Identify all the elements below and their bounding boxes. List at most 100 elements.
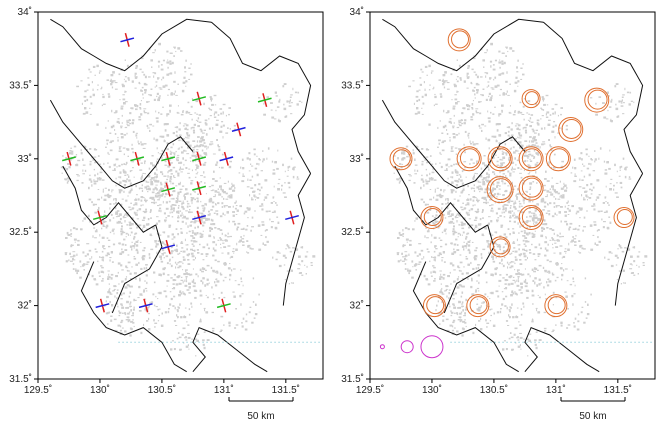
land-speckle bbox=[545, 212, 548, 214]
land-speckle bbox=[564, 211, 567, 213]
land-speckle bbox=[221, 121, 224, 123]
land-speckle bbox=[494, 193, 497, 195]
land-speckle bbox=[473, 174, 475, 177]
land-speckle bbox=[177, 275, 180, 279]
land-speckle bbox=[202, 246, 206, 249]
land-speckle bbox=[203, 176, 206, 178]
land-speckle bbox=[492, 64, 495, 66]
land-speckle bbox=[445, 198, 447, 201]
land-speckle bbox=[209, 198, 213, 202]
land-speckle bbox=[229, 160, 232, 163]
land-speckle bbox=[502, 173, 505, 175]
land-speckle bbox=[240, 166, 242, 169]
land-speckle bbox=[173, 189, 176, 193]
land-speckle bbox=[130, 309, 132, 312]
land-speckle bbox=[202, 259, 205, 261]
land-speckle bbox=[256, 155, 258, 157]
land-speckle bbox=[542, 200, 545, 202]
land-speckle bbox=[544, 241, 548, 244]
land-speckle bbox=[513, 276, 515, 278]
land-speckle bbox=[637, 273, 639, 275]
land-speckle bbox=[458, 174, 461, 176]
land-speckle bbox=[117, 324, 121, 327]
land-speckle bbox=[262, 242, 264, 245]
land-speckle bbox=[116, 289, 119, 291]
land-speckle bbox=[202, 139, 205, 142]
land-speckle bbox=[577, 313, 580, 316]
land-speckle bbox=[133, 211, 136, 214]
land-speckle bbox=[430, 241, 432, 244]
outer-ring bbox=[487, 146, 513, 172]
land-speckle bbox=[493, 312, 495, 315]
land-speckle bbox=[121, 251, 125, 253]
land-speckle bbox=[241, 293, 244, 295]
land-speckle bbox=[532, 214, 536, 217]
land-speckle bbox=[499, 165, 502, 168]
land-speckle bbox=[586, 184, 589, 187]
land-speckle bbox=[534, 277, 537, 280]
outer-ring bbox=[389, 147, 413, 171]
inner-ring bbox=[423, 208, 442, 227]
land-speckle bbox=[492, 260, 496, 263]
land-speckle bbox=[462, 188, 465, 191]
land-speckle bbox=[490, 42, 493, 46]
land-speckle bbox=[185, 280, 188, 283]
land-speckle bbox=[101, 179, 105, 181]
land-speckle bbox=[467, 212, 470, 214]
land-speckle bbox=[99, 215, 102, 217]
land-speckle bbox=[531, 268, 534, 271]
land-speckle bbox=[442, 74, 446, 77]
land-speckle bbox=[120, 133, 124, 135]
land-speckle bbox=[450, 283, 452, 285]
land-speckle bbox=[233, 252, 235, 254]
land-speckle bbox=[455, 180, 458, 182]
land-speckle bbox=[182, 256, 185, 258]
land-speckle bbox=[439, 278, 442, 280]
land-speckle bbox=[289, 96, 292, 98]
land-speckle bbox=[174, 204, 177, 206]
land-speckle bbox=[175, 228, 178, 230]
land-speckle bbox=[138, 224, 142, 227]
land-speckle bbox=[636, 255, 640, 258]
land-speckle bbox=[574, 175, 577, 177]
land-speckle bbox=[396, 252, 400, 254]
land-speckle bbox=[544, 330, 547, 332]
land-speckle bbox=[126, 269, 129, 272]
land-speckle bbox=[158, 234, 162, 236]
land-speckle bbox=[72, 254, 76, 257]
land-speckle bbox=[523, 280, 527, 283]
land-speckle bbox=[134, 232, 138, 235]
land-speckle bbox=[180, 228, 183, 230]
land-speckle bbox=[187, 146, 190, 149]
land-speckle bbox=[182, 327, 186, 330]
land-speckle bbox=[84, 107, 87, 110]
land-speckle bbox=[573, 238, 577, 240]
land-speckle bbox=[141, 71, 144, 73]
land-speckle bbox=[429, 260, 431, 263]
land-speckle bbox=[165, 217, 168, 219]
land-speckle bbox=[538, 243, 541, 246]
land-speckle bbox=[253, 153, 256, 156]
land-speckle bbox=[421, 107, 423, 109]
land-speckle bbox=[502, 207, 504, 210]
land-speckle bbox=[118, 189, 120, 191]
land-speckle bbox=[553, 196, 555, 198]
land-speckle bbox=[107, 120, 109, 122]
land-speckle bbox=[200, 212, 204, 215]
land-speckle bbox=[505, 287, 508, 290]
inner-ring bbox=[547, 296, 566, 315]
land-speckle bbox=[70, 233, 73, 235]
land-speckle bbox=[433, 250, 436, 253]
outer-ring bbox=[544, 294, 568, 318]
land-speckle bbox=[181, 212, 183, 214]
land-speckle bbox=[170, 181, 172, 183]
land-speckle bbox=[544, 270, 547, 273]
land-speckle bbox=[123, 134, 127, 136]
land-speckle bbox=[87, 77, 90, 79]
land-speckle bbox=[181, 206, 184, 209]
land-speckle bbox=[146, 281, 148, 285]
land-speckle bbox=[486, 166, 489, 169]
land-speckle bbox=[127, 254, 130, 256]
land-speckle bbox=[504, 132, 507, 135]
land-speckle bbox=[563, 186, 565, 189]
